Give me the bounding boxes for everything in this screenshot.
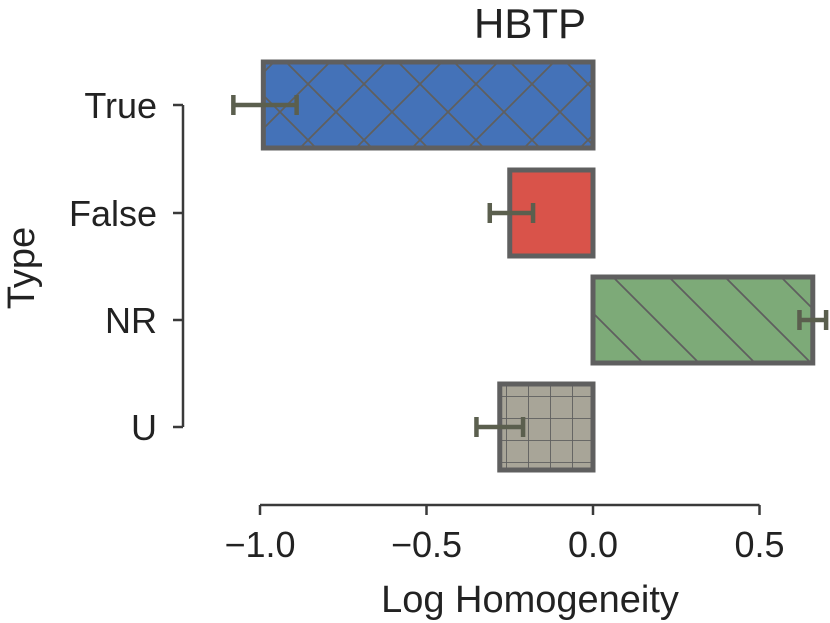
chart-title: HBTP — [474, 0, 586, 47]
x-tick-label-0: −1.0 — [224, 524, 295, 565]
bar-nr — [590, 274, 816, 366]
y-tick-label-nr: NR — [105, 300, 157, 341]
y-tick-label-u: U — [131, 407, 157, 448]
error-bars-layer — [231, 95, 829, 437]
bar-true — [260, 59, 596, 151]
bar-true-hatch — [263, 62, 593, 148]
bars-layer — [260, 59, 816, 473]
x-tick-label-2: 0.0 — [568, 524, 618, 565]
x-tick-label-1: −0.5 — [391, 524, 462, 565]
error-bar-false — [487, 203, 536, 223]
x-axis-ticks: −1.0 −0.5 0.0 0.5 — [224, 505, 785, 565]
error-bar-nr — [797, 310, 829, 330]
y-axis-ticks: True False NR U — [69, 85, 183, 448]
x-tick-label-3: 0.5 — [734, 524, 784, 565]
error-bar-true — [231, 95, 299, 115]
y-tick-label-false: False — [69, 193, 157, 234]
error-bar-u — [474, 417, 526, 437]
y-tick-label-true: True — [84, 85, 157, 126]
x-axis-label: Log Homogeneity — [381, 579, 679, 621]
y-axis-label: Type — [1, 227, 43, 309]
bar-nr-hatch — [593, 277, 813, 363]
